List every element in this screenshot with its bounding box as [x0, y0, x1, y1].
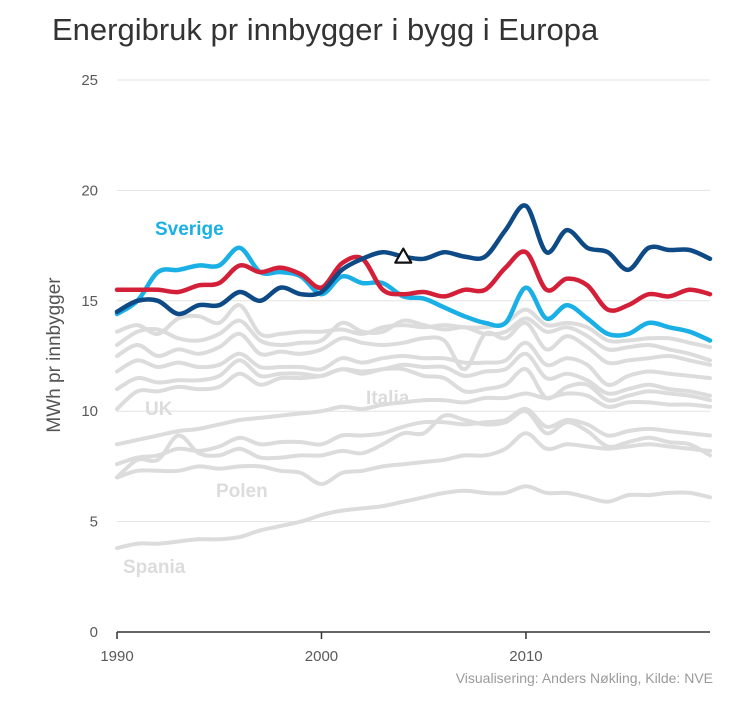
series-line-grå-6 — [115, 406, 712, 467]
x-tick-2010: 2010 — [509, 648, 542, 665]
y-axis-label: MWh pr innbygger — [44, 277, 65, 433]
label-sverige: Sverige — [155, 219, 224, 240]
triangle-marker — [394, 247, 413, 264]
y-tick-25: 25 — [81, 72, 98, 89]
y-tick-5: 5 — [90, 514, 98, 531]
y-tick-0: 0 — [90, 624, 98, 641]
x-axis: 1990 2000 2010 — [100, 631, 710, 665]
gridlines — [117, 79, 710, 523]
source-credit: Visualisering: Anders Nøkling, Kilde: NV… — [455, 670, 713, 686]
y-axis: 0 5 10 15 20 25 — [81, 72, 98, 641]
y-tick-15: 15 — [81, 293, 98, 310]
series-line-uk — [115, 366, 712, 411]
series-line-grå-4 — [115, 340, 712, 387]
highlighted-series — [114, 203, 713, 343]
series-line-grå-1 — [115, 303, 712, 350]
background-series — [115, 303, 712, 551]
series-line-sverige — [114, 245, 713, 343]
y-tick-20: 20 — [81, 182, 98, 199]
series-line-grå-2 — [115, 316, 712, 363]
marker-layer — [394, 247, 413, 264]
series-line-italia — [115, 391, 712, 447]
series-line-norge — [114, 203, 713, 317]
series-line-grå-5 — [115, 351, 712, 398]
series-line-danmark — [114, 249, 713, 313]
label-italia: Italia — [366, 388, 410, 409]
series-labels: Sverige UK Italia Polen Spania — [123, 219, 410, 578]
series-line-grå-3 — [115, 320, 712, 372]
chart-title: Energibruk pr innbygger i bygg i Europa — [52, 12, 599, 47]
x-tick-1990: 1990 — [100, 648, 133, 665]
series-line-polen — [115, 431, 712, 487]
series-line-spania — [115, 484, 712, 551]
label-polen: Polen — [216, 481, 268, 502]
label-spania: Spania — [123, 557, 186, 578]
label-uk: UK — [145, 399, 173, 420]
x-tick-2000: 2000 — [305, 648, 338, 665]
y-tick-10: 10 — [81, 403, 98, 420]
